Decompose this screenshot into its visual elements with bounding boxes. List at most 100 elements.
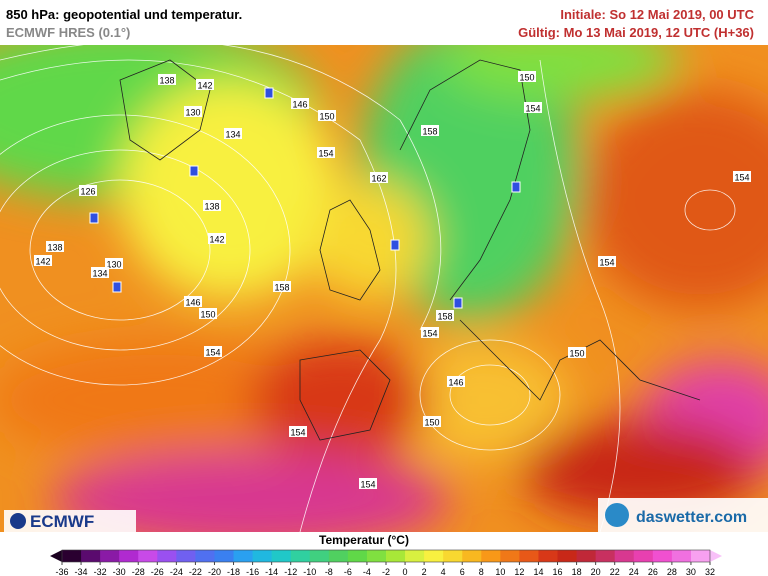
colorbar-tick-label: -22 <box>189 567 202 576</box>
colorbar-tick-label: 8 <box>479 567 484 576</box>
contour-label: 146 <box>185 298 200 308</box>
contour-label-box <box>184 296 202 307</box>
colorbar-segment <box>405 550 425 562</box>
colorbar-segment <box>214 550 235 562</box>
colorbar-tick-label: 14 <box>533 567 543 576</box>
contour-label: 154 <box>599 258 614 268</box>
contour-label-box <box>196 79 214 90</box>
contour-label: 154 <box>205 348 220 358</box>
colorbar-tick-label: -24 <box>170 567 183 576</box>
colorbar-segment <box>538 550 559 562</box>
colorbar-label: Temperatur (°C) <box>319 533 409 547</box>
colorbar-segment <box>347 550 368 562</box>
contour-label-box <box>317 147 335 158</box>
colorbar-segment <box>176 550 196 562</box>
colorbar-tick-label: 16 <box>553 567 563 576</box>
colorbar-segment <box>386 550 406 562</box>
contour-label: 158 <box>274 283 289 293</box>
contour-label-box <box>289 426 307 437</box>
contour-label-box <box>318 110 336 121</box>
title: 850 hPa: geopotential und temperatur. <box>6 7 242 22</box>
colorbar-segment <box>290 550 311 562</box>
contour-label: 162 <box>371 174 386 184</box>
contour-label: 154 <box>318 149 333 159</box>
contour-label: 150 <box>569 349 584 359</box>
colorbar-tick-label: -26 <box>151 567 164 576</box>
colorbar-segment <box>652 550 673 562</box>
colorbar-segment <box>366 550 387 562</box>
contour-label: 134 <box>225 130 240 140</box>
colorbar-segment <box>462 550 482 562</box>
contour-label-box <box>568 347 586 358</box>
colorbar-tick-label: -14 <box>265 567 278 576</box>
contour-label: 154 <box>422 329 437 339</box>
colorbar-tick-label: -18 <box>227 567 240 576</box>
colorbar-segment <box>595 550 616 562</box>
colorbar-tick-label: 2 <box>422 567 427 576</box>
colorbar-segment <box>614 550 635 562</box>
contour-label: 142 <box>35 257 50 267</box>
colorbar-tick-label: -32 <box>94 567 107 576</box>
colorbar-tick-label: -36 <box>55 567 68 576</box>
contour-label-box <box>204 346 222 357</box>
colorbar-tick-label: 24 <box>629 567 639 576</box>
colorbar-tick-label: 18 <box>572 567 582 576</box>
colorbar-segment <box>233 550 254 562</box>
colorbar-segment <box>633 550 654 562</box>
contour-label: 154 <box>734 173 749 183</box>
colorbar-tick-label: -12 <box>284 567 297 576</box>
colorbar-segment <box>481 550 501 562</box>
colorbar-tick-label: -34 <box>75 567 88 576</box>
logo-text: ECMWF <box>30 512 94 531</box>
colorbar-segment <box>557 550 578 562</box>
contour-label: 126 <box>80 187 95 197</box>
colorbar-segment <box>576 550 597 562</box>
contour-label: 138 <box>159 76 174 86</box>
colorbar-tick-label: 4 <box>441 567 446 576</box>
colorbar-end <box>50 550 62 562</box>
contour-label-box <box>436 310 454 321</box>
colorbar-segment <box>195 550 215 562</box>
colorbar-tick-label: -30 <box>113 567 126 576</box>
colorbar-tick-label: -20 <box>208 567 221 576</box>
valid-time: Gültig: Mo 13 Mai 2019, 12 UTC (H+36) <box>518 25 754 40</box>
colorbar-segment <box>519 550 539 562</box>
colorbar-segment <box>690 550 711 562</box>
colorbar-tick-label: 26 <box>648 567 658 576</box>
contour-label-box <box>34 255 52 266</box>
colorbar-segment <box>62 550 82 562</box>
contour-label-box <box>208 233 226 244</box>
contour-label: 130 <box>185 108 200 118</box>
colorbar-segment <box>157 550 177 562</box>
colorbar-tick-label: 0 <box>403 567 408 576</box>
contour-label: 150 <box>424 418 439 428</box>
colorbar-tick-label: -8 <box>325 567 333 576</box>
colorbar-end <box>710 550 722 562</box>
contour-label-box <box>224 128 242 139</box>
init-time: Initiale: So 12 Mai 2019, 00 UTC <box>560 7 754 22</box>
markers <box>89 87 521 309</box>
contour-label-box <box>105 258 123 269</box>
colorbar-segment <box>500 550 520 562</box>
contour-label: 158 <box>437 312 452 322</box>
contour-label: 150 <box>200 310 215 320</box>
contour-label-box <box>46 241 64 252</box>
colorbar-segment <box>271 550 292 562</box>
contour-label-box <box>359 478 377 489</box>
contour-label: 134 <box>92 269 107 279</box>
contour-label: 150 <box>319 112 334 122</box>
contour-label: 154 <box>525 104 540 114</box>
colorbar-segment <box>138 550 158 562</box>
contour-label: 130 <box>106 260 121 270</box>
contour-label-box <box>273 281 291 292</box>
colorbar-tick-label: -4 <box>363 567 371 576</box>
contour-label: 154 <box>290 428 305 438</box>
colorbar-segment <box>443 550 463 562</box>
logo-text: daswetter.com <box>636 509 747 526</box>
colorbar-tick-label: -28 <box>132 567 145 576</box>
logo-left: ECMWF <box>4 510 136 532</box>
colorbar-segment <box>119 550 139 562</box>
colorbar-segment <box>252 550 273 562</box>
logo-right: daswetter.com <box>598 498 768 532</box>
colorbar-segment <box>309 550 330 562</box>
